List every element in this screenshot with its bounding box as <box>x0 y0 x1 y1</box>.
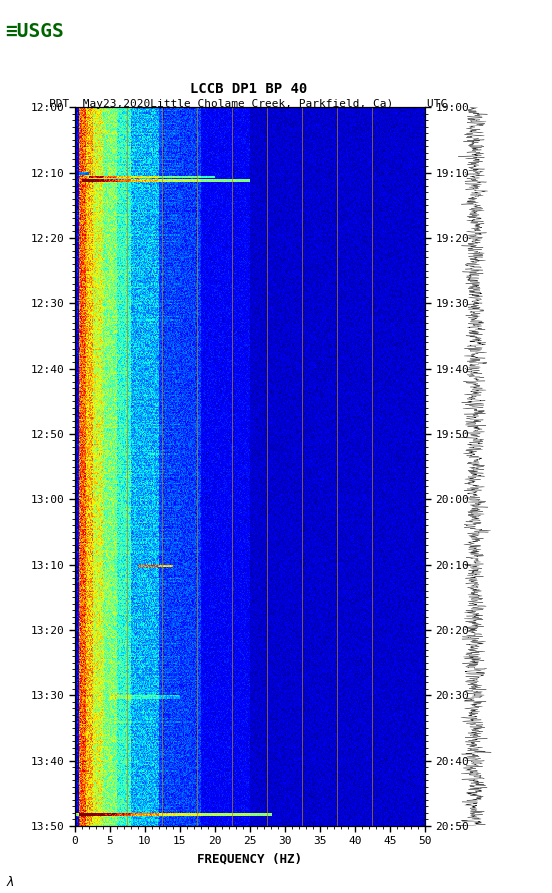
Text: $\lambda$: $\lambda$ <box>6 875 14 889</box>
Text: LCCB DP1 BP 40: LCCB DP1 BP 40 <box>190 81 307 96</box>
Text: ≡USGS: ≡USGS <box>6 22 64 41</box>
X-axis label: FREQUENCY (HZ): FREQUENCY (HZ) <box>197 852 302 865</box>
Text: PDT  May23,2020Little Cholame Creek, Parkfield, Ca)     UTC: PDT May23,2020Little Cholame Creek, Park… <box>49 99 448 109</box>
